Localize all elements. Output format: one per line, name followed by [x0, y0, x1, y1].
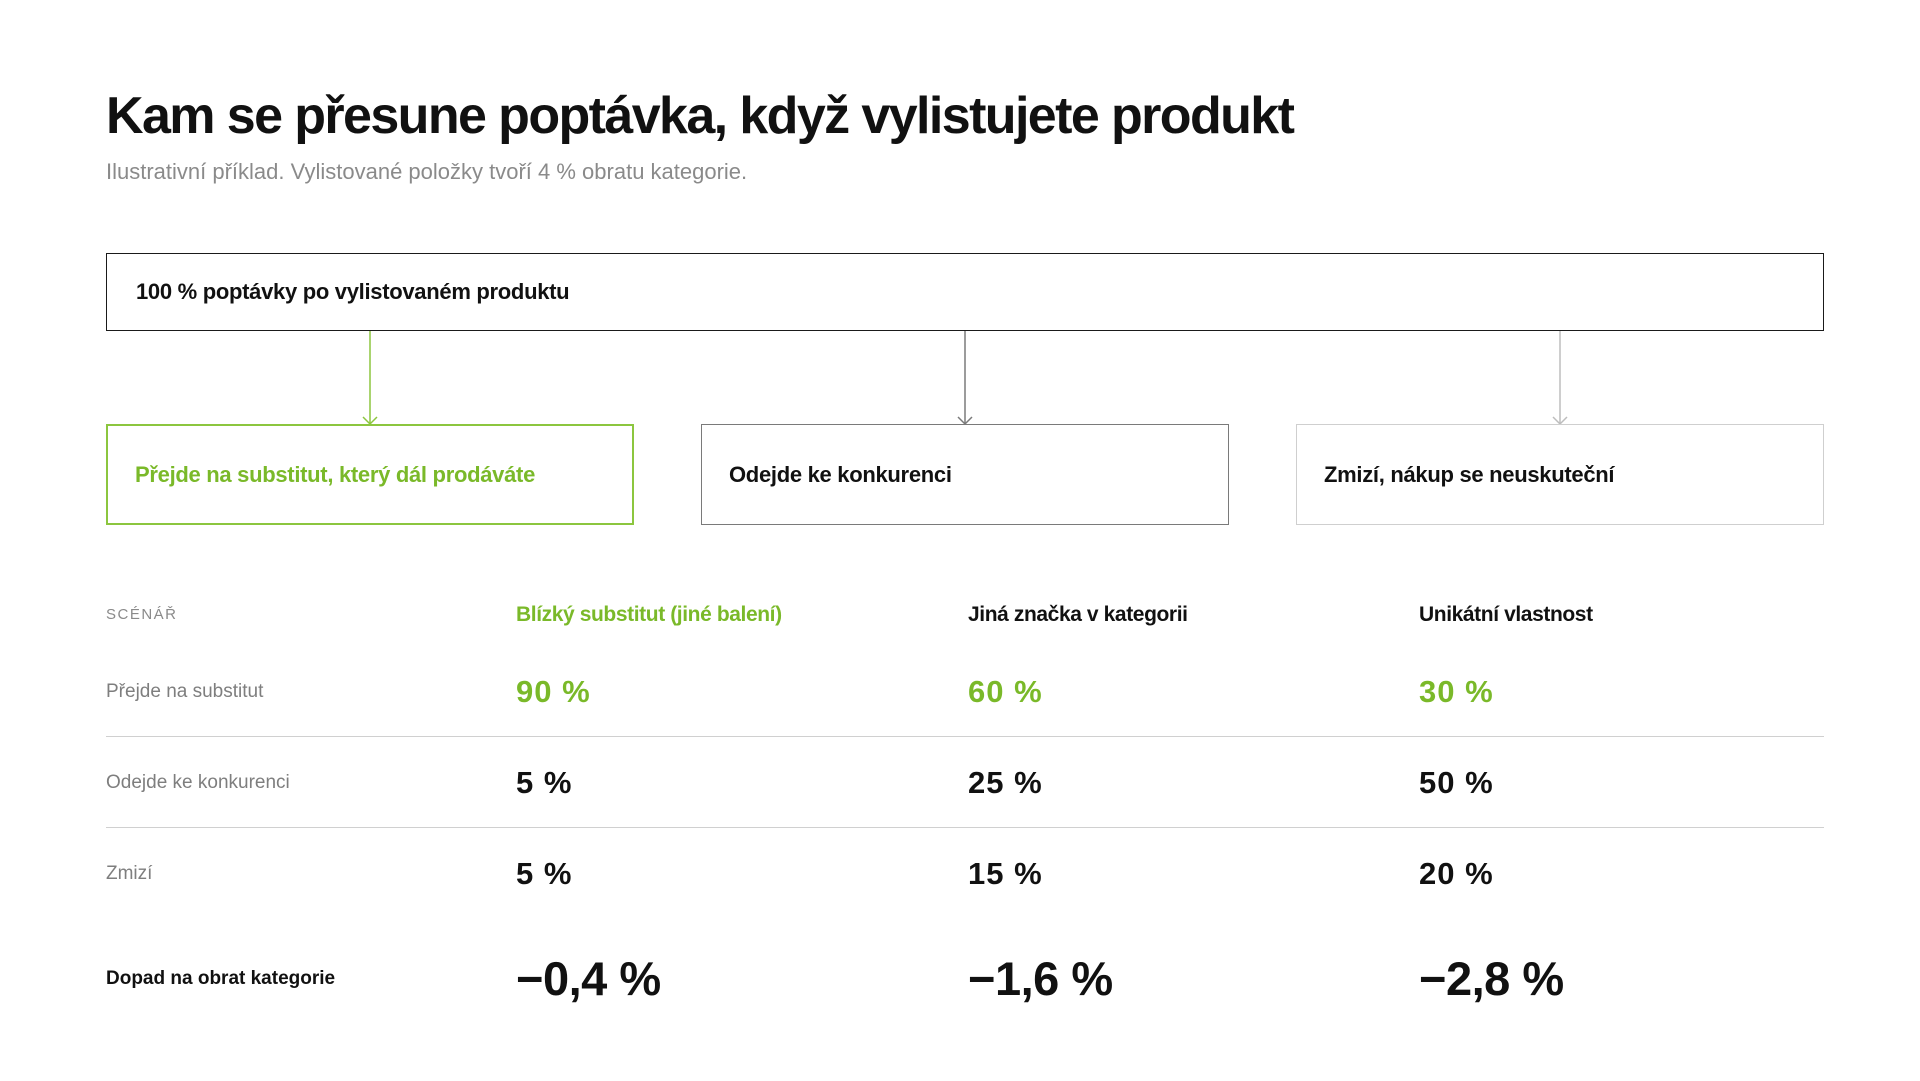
row-label: Odejde ke konkurenci: [106, 772, 290, 793]
root-demand-label: 100 % poptávky po vylistovaném produktu: [136, 279, 570, 304]
impact-label: Dopad na obrat kategorie: [106, 968, 336, 989]
impact-row: Dopad na obrat kategorie −0,4 % −1,6 % −…: [106, 919, 1824, 1039]
table-row: Přejde na substitut 90 % 60 % 30 %: [106, 642, 1824, 737]
table-row: Zmizí 5 % 15 % 20 %: [106, 828, 1824, 919]
row-label: Zmizí: [106, 863, 153, 884]
connector-vanish: [1552, 331, 1568, 426]
row-value: 50 %: [1419, 765, 1494, 800]
outcome-box-competitor: Odejde ke konkurenci: [701, 424, 1229, 525]
scenario-table: SCÉNÁŘ Blízký substitut (jiné balení) Ji…: [106, 588, 1824, 1039]
outcome-label-substitute: Přejde na substitut, který dál prodáváte: [135, 461, 536, 487]
row-value: 15 %: [968, 856, 1043, 891]
row-value: 25 %: [968, 765, 1043, 800]
connector-substitute: [362, 331, 378, 426]
outcome-box-substitute: Přejde na substitut, který dál prodáváte: [106, 424, 634, 525]
scenario-header-unique-feature: Unikátní vlastnost: [1419, 603, 1593, 626]
table-row: Odejde ke konkurenci 5 % 25 % 50 %: [106, 737, 1824, 828]
page-subtitle: Ilustrativní příklad. Vylistované položk…: [106, 159, 748, 184]
root-demand-box: 100 % poptávky po vylistovaném produktu: [106, 253, 1824, 331]
outcome-label-competitor: Odejde ke konkurenci: [729, 461, 952, 487]
row-value: 20 %: [1419, 856, 1494, 891]
row-value: 60 %: [968, 674, 1043, 709]
table-header-label: SCÉNÁŘ: [106, 606, 178, 623]
scenario-header-close-substitute: Blízký substitut (jiné balení): [516, 603, 782, 626]
connector-competitor: [957, 331, 973, 426]
row-label: Přejde na substitut: [106, 681, 264, 702]
row-value: 5 %: [516, 856, 573, 891]
impact-value: −0,4 %: [516, 952, 661, 1005]
row-value: 5 %: [516, 765, 573, 800]
table-header-row: SCÉNÁŘ Blízký substitut (jiné balení) Ji…: [106, 588, 1824, 642]
outcome-label-vanish: Zmizí, nákup se neuskuteční: [1324, 461, 1615, 487]
impact-value: −2,8 %: [1419, 952, 1564, 1005]
scenario-header-other-brand: Jiná značka v kategorii: [968, 603, 1188, 626]
impact-value: −1,6 %: [968, 952, 1113, 1005]
page-title: Kam se přesune poptávka, když vylistujet…: [106, 87, 1295, 145]
row-value: 90 %: [516, 674, 591, 709]
outcome-box-vanish: Zmizí, nákup se neuskuteční: [1296, 424, 1824, 525]
row-value: 30 %: [1419, 674, 1494, 709]
